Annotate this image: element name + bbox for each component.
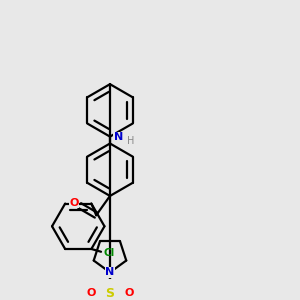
- Text: S: S: [106, 286, 115, 300]
- Text: H: H: [127, 136, 134, 146]
- Text: N: N: [105, 267, 115, 278]
- Text: N: N: [114, 132, 123, 142]
- Text: O: O: [124, 288, 134, 298]
- Text: O: O: [86, 288, 96, 298]
- Text: Cl: Cl: [104, 248, 115, 258]
- Text: O: O: [69, 198, 79, 208]
